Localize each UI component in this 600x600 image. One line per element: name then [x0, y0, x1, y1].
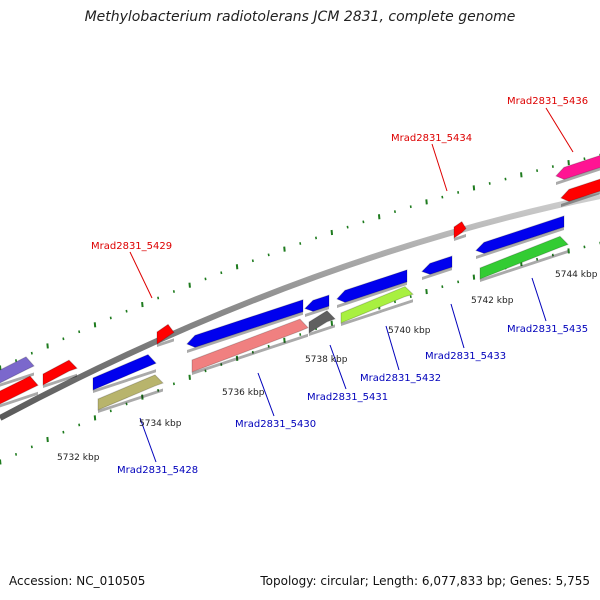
gene-label[interactable]: Mrad2831_5434 [391, 133, 472, 144]
gene-arrow[interactable] [97, 374, 164, 411]
gene-shadow [0, 372, 34, 387]
leader-line [329, 344, 347, 390]
gene-label[interactable]: Mrad2831_5430 [235, 419, 316, 430]
gene-shadow [337, 281, 407, 308]
gene-shadow [341, 299, 413, 326]
gene-arrow[interactable] [92, 353, 157, 391]
gene-arrow[interactable] [421, 255, 453, 275]
gene-label[interactable]: Mrad2831_5436 [507, 96, 588, 107]
leader-line [545, 107, 574, 153]
gene-shadow [561, 191, 600, 207]
gene-label[interactable]: Mrad2831_5435 [507, 324, 588, 335]
scale-label: 5736 kbp [222, 388, 265, 398]
leader-line [139, 417, 157, 463]
gene-shadow [93, 369, 156, 393]
gene-label[interactable]: Mrad2831_5433 [425, 351, 506, 362]
scale-label: 5742 kbp [471, 296, 514, 306]
gene-arrow[interactable] [186, 299, 304, 348]
gene-shadow [476, 226, 564, 259]
gene-shadow [187, 311, 303, 353]
gene-arrow[interactable] [453, 220, 467, 239]
gene-labels: Mrad2831_5429 Mrad2831_5434 Mrad2831_5436 M… [91, 96, 588, 476]
label-leader-lines [129, 107, 574, 463]
gene-arrow[interactable] [475, 215, 565, 254]
gene-arrow[interactable] [340, 286, 414, 324]
gene-arrow[interactable] [191, 318, 309, 373]
map-title: Methylobacterium radiotolerans JCM 2831,… [84, 9, 516, 25]
leader-line [450, 303, 465, 349]
leader-line [385, 325, 400, 371]
gene-shadow [98, 388, 163, 413]
gene-label[interactable]: Mrad2831_5428 [117, 465, 198, 476]
gene-shadow [192, 333, 308, 375]
leader-line [257, 372, 275, 417]
gene-shadow [556, 167, 600, 185]
outer-tick-track [0, 153, 600, 371]
gene-arrow[interactable] [308, 310, 336, 334]
gene-arrow[interactable] [555, 154, 600, 180]
gene-arrow[interactable] [0, 375, 39, 405]
accession-text: Accession: NC_010505 [9, 574, 146, 588]
gene-features [0, 154, 600, 413]
gene-shadow [309, 324, 335, 336]
leader-line [431, 143, 448, 192]
gene-arrow[interactable] [156, 323, 175, 345]
gene-arrow[interactable] [0, 356, 35, 385]
gene-arrow[interactable] [42, 359, 78, 386]
topology-text: Topology: circular; Length: 6,077,833 bp… [260, 574, 590, 588]
gene-arrow[interactable] [560, 178, 600, 202]
gene-label[interactable]: Mrad2831_5431 [307, 392, 388, 403]
scale-label: 5744 kbp [555, 270, 598, 280]
gene-shadow [422, 267, 452, 280]
gene-arrow[interactable] [479, 235, 569, 280]
gene-shadow [305, 306, 329, 317]
gene-arrow[interactable] [304, 294, 330, 312]
gene-shadow [480, 249, 568, 282]
gene-arrow[interactable] [336, 269, 408, 303]
gene-shadow [454, 234, 466, 241]
gene-label[interactable]: Mrad2831_5429 [91, 241, 172, 252]
inner-tick-track [0, 241, 600, 465]
scale-label: 5732 kbp [57, 453, 100, 463]
scale-label: 5734 kbp [139, 419, 182, 429]
gene-shadow [43, 373, 77, 388]
genome-backbone [0, 193, 600, 421]
leader-line [129, 251, 153, 299]
scale-labels: 5732 kbp 5734 kbp 5736 kbp 5738 kbp 5740 kbp… [57, 270, 598, 463]
gene-label[interactable]: Mrad2831_5432 [360, 373, 441, 384]
gene-shadow [0, 391, 38, 408]
gene-shadow [157, 338, 174, 347]
scale-label: 5738 kbp [305, 355, 348, 365]
scale-label: 5740 kbp [388, 326, 431, 336]
leader-line [531, 277, 547, 322]
